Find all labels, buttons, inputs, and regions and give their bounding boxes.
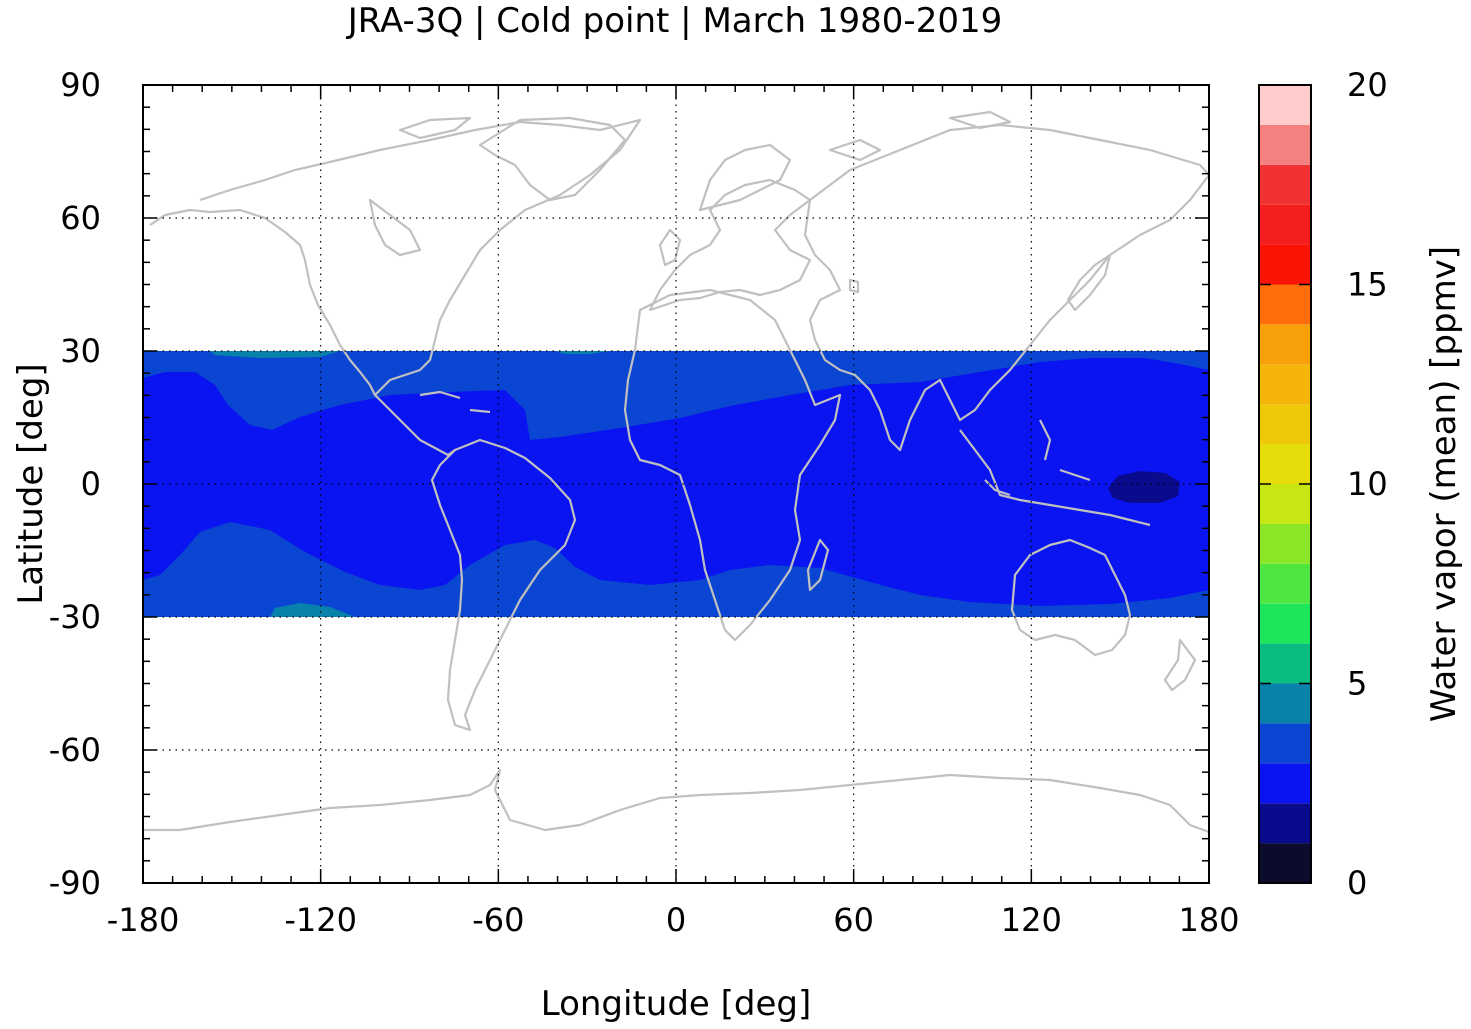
colorbar-segment: [1259, 124, 1311, 165]
y-tick-label: -30: [49, 598, 101, 636]
axis-ticks: [142, 84, 1210, 884]
coast-new-zealand: [1163, 638, 1197, 692]
y-tick-labels: 90 60 30 0 -30 -60 -90: [49, 66, 101, 902]
colorbar-segment: [1259, 484, 1311, 524]
colorbar-label: Water vapor (mean) [ppmv]: [1424, 246, 1464, 722]
x-tick-label: 0: [666, 901, 686, 939]
plot-area: -180 -120 -60 0 60 120 180 90 60 30 0 -30 -60 -90 Lo…: [11, 66, 1240, 1024]
colorbar-tick-label: 5: [1347, 665, 1367, 703]
x-tick-label: 60: [833, 901, 874, 939]
coast-greenland: [478, 116, 627, 202]
colorbar-segment: [1259, 803, 1311, 844]
colorbar-tick-label: 15: [1347, 266, 1388, 304]
colorbar-segment: [1259, 444, 1311, 484]
colorbar-segment: [1259, 843, 1311, 883]
coast-central-america: [374, 394, 456, 457]
colorbar-tick-label: 20: [1347, 66, 1388, 104]
y-tick-label: 90: [60, 66, 101, 104]
grid-lines: [143, 85, 1209, 883]
y-tick-label: -90: [49, 864, 101, 902]
chart-title: JRA-3Q | Cold point | March 1980-2019: [346, 1, 1002, 41]
y-tick-label: 0: [81, 465, 101, 503]
y-tick-label: 60: [60, 199, 101, 237]
y-tick-label: -60: [49, 731, 101, 769]
colorbar-segment: [1259, 683, 1311, 724]
y-axis-label: Latitude [deg]: [11, 363, 51, 604]
colorbar-segment: [1259, 204, 1311, 245]
coast-scandinavia: [698, 143, 792, 212]
colorbar-segment: [1259, 404, 1311, 445]
x-tick-label: -120: [284, 901, 357, 939]
coast-japan: [1066, 253, 1112, 312]
coast-hudson-bay: [368, 198, 422, 257]
colorbar-segment: [1259, 284, 1311, 325]
coast-southeast-asia-islands: [959, 419, 1151, 527]
colorbar: 0 5 10 15 20 Water vapor (mean) [ppmv]: [1258, 66, 1464, 902]
coast-africa: [623, 288, 842, 642]
colorbar-segment: [1259, 603, 1311, 644]
colorbar-segments: [1259, 85, 1311, 883]
band-4-5-ppmv-south: [270, 603, 355, 617]
colorbar-tick-label: 10: [1347, 465, 1388, 503]
coast-australia: [1010, 538, 1132, 657]
colorbar-segment: [1259, 324, 1311, 365]
colorbar-tick-labels: 0 5 10 15 20: [1347, 66, 1388, 902]
colorbar-tick-label: 0: [1347, 864, 1367, 902]
coast-caspian: [848, 278, 860, 294]
colorbar-segment: [1259, 364, 1311, 405]
coast-north-america: [149, 118, 642, 397]
colorbar-segment: [1259, 563, 1311, 604]
coast-asia: [803, 123, 1209, 452]
region-1-2-ppmv: [1108, 471, 1180, 503]
colorbar-segment: [1259, 85, 1311, 125]
coast-antarctica: [143, 768, 1209, 834]
band-4-5-ppmv-north: [210, 351, 610, 358]
colorbar-segment: [1259, 643, 1311, 684]
coast-arctic-islands: [398, 110, 1012, 162]
coast-europe: [648, 178, 812, 312]
coast-uk: [658, 228, 682, 267]
plot-frame: [142, 84, 1210, 884]
colorbar-segment: [1259, 723, 1311, 764]
x-tick-label: -60: [472, 901, 524, 939]
coast-caribbean: [419, 390, 491, 414]
x-tick-label: -180: [107, 901, 180, 939]
x-axis-label: Longitude [deg]: [541, 984, 812, 1024]
colorbar-segment: [1259, 164, 1311, 205]
colorbar-segment: [1259, 523, 1311, 564]
x-tick-labels: -180 -120 -60 0 60 120 180: [107, 901, 1240, 939]
colorbar-frame: [1258, 84, 1312, 884]
x-tick-label: 120: [1001, 901, 1062, 939]
colorbar-segment: [1259, 244, 1311, 285]
x-tick-label: 180: [1178, 901, 1239, 939]
coast-south-america: [430, 438, 577, 732]
coastlines: [143, 110, 1209, 834]
y-tick-label: 30: [60, 332, 101, 370]
coast-madagascar: [806, 538, 830, 592]
colorbar-segment: [1259, 763, 1311, 804]
